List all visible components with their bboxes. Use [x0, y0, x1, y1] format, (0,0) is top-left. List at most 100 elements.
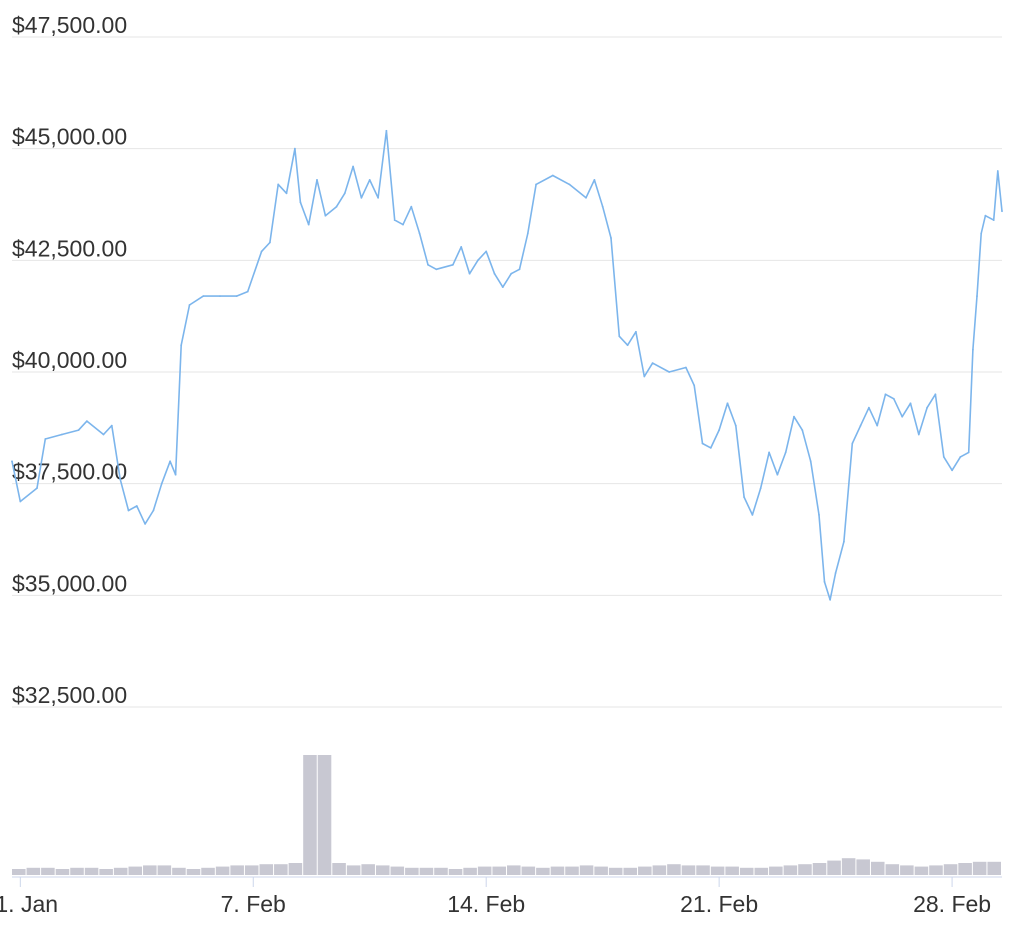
- data-point: [823, 581, 826, 583]
- data-point: [976, 295, 978, 297]
- data-point: [909, 402, 912, 405]
- x-tick-label: 28. Feb: [913, 891, 991, 917]
- volume-bar: [477, 866, 492, 875]
- data-point: [1001, 210, 1003, 213]
- volume-bar: [623, 867, 638, 875]
- volume-bar: [317, 755, 332, 875]
- volume-bar: [172, 867, 186, 875]
- volume-bar: [536, 867, 550, 875]
- volume-bar: [201, 867, 215, 875]
- volume-bar: [841, 858, 856, 875]
- x-tick-label: 21. Feb: [680, 891, 758, 917]
- data-point: [427, 263, 429, 266]
- data-point: [144, 523, 147, 525]
- data-point: [235, 295, 238, 297]
- data-point: [246, 290, 249, 293]
- data-point: [996, 170, 999, 172]
- y-axis-labels: $47,500.00 $45,000.00 $42,500.00 $40,000.00…: [12, 12, 127, 708]
- data-point: [551, 174, 554, 177]
- data-point: [876, 424, 879, 427]
- volume-bar: [259, 864, 274, 875]
- volume-bar: [754, 867, 769, 875]
- data-point: [343, 192, 346, 195]
- data-point: [568, 183, 571, 186]
- volume-bars: [12, 755, 1001, 875]
- data-point: [61, 433, 63, 436]
- volume-bar: [41, 867, 55, 875]
- volume-bar: [113, 867, 128, 875]
- x-tick-label: 31. Jan: [0, 891, 58, 917]
- data-point: [269, 241, 271, 244]
- data-point: [135, 505, 138, 507]
- volume-bar: [856, 859, 870, 875]
- x-axis: 31. Jan 7. Feb 14. Feb 21. Feb 28. Feb: [0, 876, 1002, 917]
- volume-bar: [594, 866, 608, 875]
- data-point: [743, 496, 745, 498]
- data-point: [951, 469, 953, 472]
- data-point: [651, 362, 654, 364]
- data-point: [110, 424, 113, 427]
- volume-bar: [463, 867, 477, 875]
- volume-bar: [885, 864, 900, 875]
- data-point: [759, 487, 762, 489]
- volume-bar: [419, 867, 434, 875]
- data-point: [709, 447, 712, 449]
- data-point: [410, 205, 413, 208]
- volume-bar: [405, 867, 419, 875]
- data-point: [468, 272, 471, 275]
- volume-bar: [346, 865, 361, 875]
- volume-bar: [521, 866, 536, 875]
- data-point: [734, 424, 737, 427]
- volume-bar: [186, 869, 201, 875]
- volume-bar: [958, 863, 972, 875]
- data-point: [518, 268, 521, 271]
- volume-bar: [70, 867, 84, 875]
- data-point: [452, 263, 454, 266]
- data-point: [285, 192, 288, 195]
- volume-bar: [798, 864, 812, 875]
- data-point: [992, 219, 995, 222]
- volume-bar: [900, 865, 914, 875]
- data-point: [643, 375, 646, 378]
- data-point: [307, 223, 310, 226]
- data-point: [809, 460, 812, 463]
- volume-bar: [667, 864, 681, 875]
- y-tick-label: $35,000.00: [12, 570, 127, 596]
- data-point: [324, 214, 327, 217]
- data-point: [402, 223, 404, 226]
- data-point: [299, 201, 302, 204]
- data-point: [610, 237, 612, 239]
- price-line: [11, 130, 1003, 601]
- volume-bar: [303, 755, 317, 875]
- data-point: [635, 330, 637, 333]
- data-point: [618, 335, 621, 338]
- volume-bar: [914, 866, 929, 875]
- volume-bar: [943, 864, 958, 875]
- data-point: [801, 429, 804, 431]
- data-point: [493, 272, 496, 275]
- volume-bar: [390, 866, 405, 875]
- data-point: [768, 451, 770, 454]
- y-tick-label: $37,500.00: [12, 459, 127, 485]
- y-tick-label: $45,000.00: [12, 124, 127, 150]
- data-point: [834, 572, 837, 574]
- data-point: [751, 514, 754, 516]
- data-point: [972, 348, 974, 351]
- price-series: [11, 129, 1003, 601]
- data-point: [77, 429, 80, 431]
- data-point: [967, 451, 970, 454]
- volume-bar: [550, 866, 565, 875]
- data-point: [260, 250, 263, 253]
- data-point: [86, 420, 88, 422]
- data-point: [535, 183, 537, 186]
- volume-bar: [638, 866, 652, 875]
- volume-bar: [492, 866, 506, 875]
- volume-bar: [274, 864, 288, 875]
- volume-bar: [812, 863, 827, 875]
- data-point: [127, 509, 130, 512]
- volume-bar: [827, 860, 841, 875]
- volume-bar: [783, 865, 798, 875]
- data-point: [418, 232, 421, 235]
- data-point: [959, 456, 962, 458]
- volume-bar: [652, 865, 667, 875]
